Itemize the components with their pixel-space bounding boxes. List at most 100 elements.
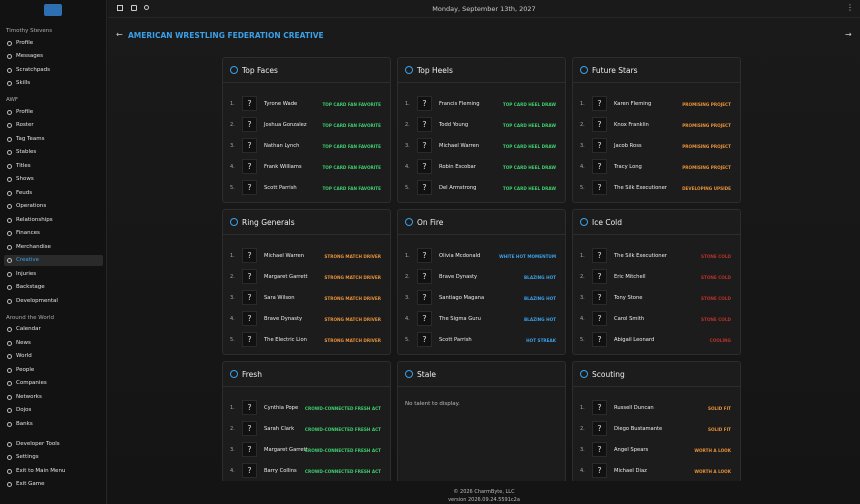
talent-name[interactable]: Abigail Leonard bbox=[614, 337, 655, 343]
nav-item[interactable]: Settings bbox=[4, 452, 103, 463]
talent-name[interactable]: Margaret Garrett bbox=[264, 274, 308, 280]
nav-icon bbox=[7, 468, 12, 474]
talent-name[interactable]: Tracy Long bbox=[614, 164, 642, 170]
card: Top Heels 1.? Francis Fleming TOP CARD HEEL… bbox=[397, 57, 566, 203]
sidebar: Timothy Stevens Profile Messages Scratchpad… bbox=[0, 0, 107, 504]
menu-button[interactable]: ⋮ bbox=[846, 3, 854, 12]
talent-name[interactable]: Cynthia Pope bbox=[264, 405, 299, 411]
talent-name[interactable]: Joshua Gonzalez bbox=[264, 122, 307, 128]
nav-icon bbox=[7, 367, 12, 373]
status-tag: PROMISING PROJECT bbox=[682, 164, 731, 170]
talent-name[interactable]: Karen Fleming bbox=[614, 101, 652, 107]
talent-name[interactable]: Brave Dynasty bbox=[439, 274, 478, 280]
avatar: ? bbox=[592, 269, 607, 284]
top-bar bbox=[108, 0, 860, 18]
talent-name[interactable]: Michael Warren bbox=[439, 143, 480, 149]
talent-name[interactable]: Jacob Ross bbox=[614, 143, 642, 149]
nav-item[interactable]: Profile bbox=[4, 38, 103, 49]
nav-item[interactable]: Calendar bbox=[4, 324, 103, 335]
nav-item[interactable]: Companies bbox=[4, 378, 103, 389]
nav-item[interactable]: Banks bbox=[4, 419, 103, 430]
talent-name[interactable]: The Silk Executioner bbox=[614, 253, 667, 259]
forward-button[interactable]: → bbox=[845, 30, 852, 39]
empty-message: No talent to display. bbox=[405, 401, 460, 407]
talent-name[interactable]: Santiago Magana bbox=[439, 295, 485, 301]
talent-name[interactable]: Angel Spears bbox=[614, 447, 649, 453]
nav-item[interactable]: Developmental bbox=[4, 296, 103, 307]
toggle-sidebar[interactable] bbox=[117, 5, 123, 11]
nav-item[interactable]: Profile bbox=[4, 107, 103, 118]
status-tag: CROWD-CONNECTED FRESH ACT bbox=[304, 468, 381, 474]
nav-item[interactable]: Skills bbox=[4, 78, 103, 89]
card-title: Ice Cold bbox=[592, 218, 623, 227]
talent-name[interactable]: Michael Warren bbox=[264, 253, 305, 259]
talent-name[interactable]: Nathan Lynch bbox=[264, 143, 300, 149]
nav-item[interactable]: Titles bbox=[4, 161, 103, 172]
talent-name[interactable]: Knox Franklin bbox=[614, 122, 649, 128]
talent-name[interactable]: Tony Stone bbox=[614, 295, 643, 301]
talent-name[interactable]: Sara Wilson bbox=[264, 295, 295, 301]
talent-name[interactable]: Olivia Mcdonald bbox=[439, 253, 481, 259]
nav-item[interactable]: Creative bbox=[4, 255, 103, 266]
talent-name[interactable]: Carol Smith bbox=[614, 316, 645, 322]
home-button[interactable] bbox=[131, 5, 137, 11]
nav-item[interactable]: Feuds bbox=[4, 188, 103, 199]
nav-item[interactable]: Stables bbox=[4, 147, 103, 158]
nav-item[interactable]: Merchandise bbox=[4, 242, 103, 253]
nav-item[interactable]: Developer Tools bbox=[4, 439, 103, 450]
talent-name[interactable]: Eric Mitchell bbox=[614, 274, 646, 280]
talent-name[interactable]: The Sigma Guru bbox=[439, 316, 481, 322]
talent-name[interactable]: The Electric Lion bbox=[264, 337, 307, 343]
talent-name[interactable]: Todd Young bbox=[439, 122, 469, 128]
talent-name[interactable]: Sarah Clark bbox=[264, 426, 295, 432]
talent-name[interactable]: Del Armstrong bbox=[439, 185, 477, 191]
talent-name[interactable]: Brave Dynasty bbox=[264, 316, 303, 322]
avatar: ? bbox=[242, 442, 257, 457]
nav-item[interactable]: Relationships bbox=[4, 215, 103, 226]
nav-item[interactable]: Shows bbox=[4, 174, 103, 185]
talent-name[interactable]: Diego Bustamante bbox=[614, 426, 663, 432]
talent-name[interactable]: Francis Fleming bbox=[439, 101, 480, 107]
nav-item[interactable]: News bbox=[4, 338, 103, 349]
nav-item[interactable]: Injuries bbox=[4, 269, 103, 280]
nav-item[interactable]: Finances bbox=[4, 228, 103, 239]
talent-name[interactable]: Robin Escobar bbox=[439, 164, 476, 170]
talent-name[interactable]: Frank Williams bbox=[264, 164, 302, 170]
section-title: Around the World bbox=[6, 314, 55, 321]
nav-item[interactable]: Roster bbox=[4, 120, 103, 131]
card-title: On Fire bbox=[417, 218, 444, 227]
search-button[interactable] bbox=[144, 5, 149, 10]
rank: 2. bbox=[405, 122, 410, 128]
talent-name[interactable]: Margaret Garrett bbox=[264, 447, 308, 453]
talent-name[interactable]: The Silk Executioner bbox=[614, 185, 667, 191]
talent-name[interactable]: Tyrone Wade bbox=[264, 101, 298, 107]
talent-name[interactable]: Barry Collins bbox=[264, 468, 297, 474]
nav-item[interactable]: Scratchpads bbox=[4, 65, 103, 76]
nav-icon bbox=[7, 394, 12, 400]
talent-name[interactable]: Russell Duncan bbox=[614, 405, 654, 411]
nav-item[interactable]: Backstage bbox=[4, 282, 103, 293]
nav-item[interactable]: Operations bbox=[4, 201, 103, 212]
rank: 4. bbox=[230, 164, 235, 170]
nav-item[interactable]: Exit Game bbox=[4, 479, 103, 490]
talent-name[interactable]: Scott Parrish bbox=[439, 337, 472, 343]
card-title: Fresh bbox=[242, 370, 262, 379]
back-button[interactable]: ← bbox=[116, 30, 123, 39]
divider bbox=[398, 386, 565, 387]
talent-name[interactable]: Scott Parrish bbox=[264, 185, 297, 191]
status-tag: WHITE HOT MOMENTUM bbox=[499, 253, 556, 259]
talent-name[interactable]: Michael Diaz bbox=[614, 468, 647, 474]
nav-item[interactable]: Dojos bbox=[4, 405, 103, 416]
nav-item[interactable]: Tag Teams bbox=[4, 134, 103, 145]
rank: 5. bbox=[230, 185, 235, 191]
status-tag: CROWD-CONNECTED FRESH ACT bbox=[304, 426, 381, 432]
nav-item[interactable]: People bbox=[4, 365, 103, 376]
nav-item[interactable]: Networks bbox=[4, 392, 103, 403]
nav-item[interactable]: Exit to Main Menu bbox=[4, 466, 103, 477]
nav-item[interactable]: Messages bbox=[4, 51, 103, 62]
status-tag: BLAZING HOT bbox=[523, 316, 556, 322]
nav-icon bbox=[7, 340, 12, 346]
avatar: ? bbox=[242, 138, 257, 153]
nav-item[interactable]: World bbox=[4, 351, 103, 362]
card: Ice Cold 1.? The Silk Executioner STONE COL… bbox=[572, 209, 741, 355]
